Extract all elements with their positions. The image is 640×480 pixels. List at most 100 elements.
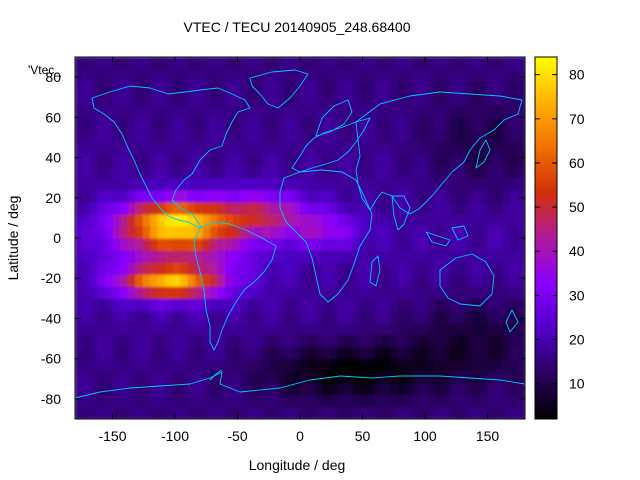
heatmap-cell (127, 286, 136, 299)
heatmap-cell (465, 346, 474, 360)
heatmap-cell (112, 81, 121, 94)
heatmap-cell (345, 298, 354, 311)
heatmap-cell (90, 81, 99, 94)
heatmap-cell (270, 225, 279, 239)
heatmap-cell (352, 262, 361, 275)
heatmap-cell (307, 358, 316, 372)
heatmap-cell (307, 322, 316, 336)
heatmap-cell (315, 81, 324, 94)
x-tick-label: 100 (413, 428, 437, 444)
heatmap-cell (150, 129, 159, 143)
heatmap-cell (337, 310, 346, 324)
heatmap-cell (457, 238, 466, 251)
heatmap-cell (75, 177, 84, 191)
heatmap-cell (127, 165, 136, 179)
heatmap-cell (165, 286, 174, 299)
heatmap-cell (405, 274, 414, 287)
heatmap-cell (262, 213, 271, 227)
heatmap-cell (112, 406, 121, 419)
heatmap-cell (487, 213, 496, 227)
heatmap-cell (172, 382, 181, 396)
heatmap-cell (112, 153, 121, 167)
heatmap-cell (487, 370, 496, 384)
heatmap-cell (210, 141, 219, 155)
heatmap-cell (427, 346, 436, 360)
heatmap-cell (390, 57, 399, 70)
heatmap-cell (322, 298, 331, 311)
heatmap-cell (165, 177, 174, 191)
heatmap-cell (255, 298, 264, 311)
heatmap-cell (420, 394, 429, 408)
heatmap-cell (502, 298, 511, 311)
heatmap-cell (382, 406, 391, 419)
heatmap-cell (480, 394, 489, 408)
heatmap-cell (405, 213, 414, 227)
heatmap-cell (135, 286, 144, 299)
heatmap-cell (337, 69, 346, 82)
heatmap-cell (202, 153, 211, 167)
heatmap-cell (210, 358, 219, 372)
heatmap-cell (225, 129, 234, 143)
heatmap-cell (405, 394, 414, 408)
heatmap-cell (225, 370, 234, 384)
heatmap-cell (157, 346, 166, 360)
heatmap-cell (457, 262, 466, 275)
heatmap-cell (262, 406, 271, 419)
heatmap-cell (285, 81, 294, 94)
heatmap-cell (315, 286, 324, 299)
heatmap-cell (232, 129, 241, 143)
heatmap-cell (232, 177, 241, 191)
heatmap-cell (442, 406, 451, 419)
heatmap-cell (420, 189, 429, 203)
heatmap-cell (195, 69, 204, 82)
heatmap-cell (352, 394, 361, 408)
heatmap-cell (315, 274, 324, 287)
heatmap-cell (285, 310, 294, 324)
heatmap-cell (315, 382, 324, 396)
heatmap-cell (210, 250, 219, 263)
heatmap-cell (127, 105, 136, 118)
heatmap-cell (487, 225, 496, 239)
heatmap-cell (277, 81, 286, 94)
heatmap-cell (412, 129, 421, 143)
heatmap-cell (150, 310, 159, 324)
coastline-africa (279, 169, 373, 303)
heatmap-cell (225, 177, 234, 191)
heatmap-cell (510, 153, 519, 167)
coastline-greenland (249, 69, 309, 109)
heatmap-cell (487, 129, 496, 143)
heatmap-cell (127, 262, 136, 275)
heatmap-cell (465, 141, 474, 155)
heatmap-cell (150, 153, 159, 167)
heatmap-cell (442, 250, 451, 263)
heatmap-cell (225, 81, 234, 94)
heatmap-cell (457, 286, 466, 299)
heatmap-cell (375, 382, 384, 396)
heatmap-cell (427, 250, 436, 263)
heatmap-cell (165, 262, 174, 275)
heatmap-cell (345, 177, 354, 191)
heatmap-cell (187, 406, 196, 419)
heatmap-cell (202, 57, 211, 70)
heatmap-cell (232, 93, 241, 106)
heatmap-cell (112, 274, 121, 287)
heatmap-cell (292, 370, 301, 384)
heatmap-cell (412, 213, 421, 227)
heatmap-cell (345, 129, 354, 143)
heatmap-cell (337, 250, 346, 263)
heatmap-cell (157, 322, 166, 336)
heatmap-cell (292, 213, 301, 227)
heatmap-cell (427, 141, 436, 155)
heatmap-cell (187, 129, 196, 143)
heatmap-cell (97, 177, 106, 191)
heatmap-cell (157, 250, 166, 263)
heatmap-cell (157, 274, 166, 287)
heatmap-cell (127, 406, 136, 419)
heatmap-cell (390, 298, 399, 311)
heatmap-cell (330, 346, 339, 360)
heatmap-cell (502, 93, 511, 106)
heatmap-cell (435, 117, 444, 130)
heatmap-cell (412, 81, 421, 94)
heatmap-cell (90, 334, 99, 348)
heatmap-cell (435, 370, 444, 384)
